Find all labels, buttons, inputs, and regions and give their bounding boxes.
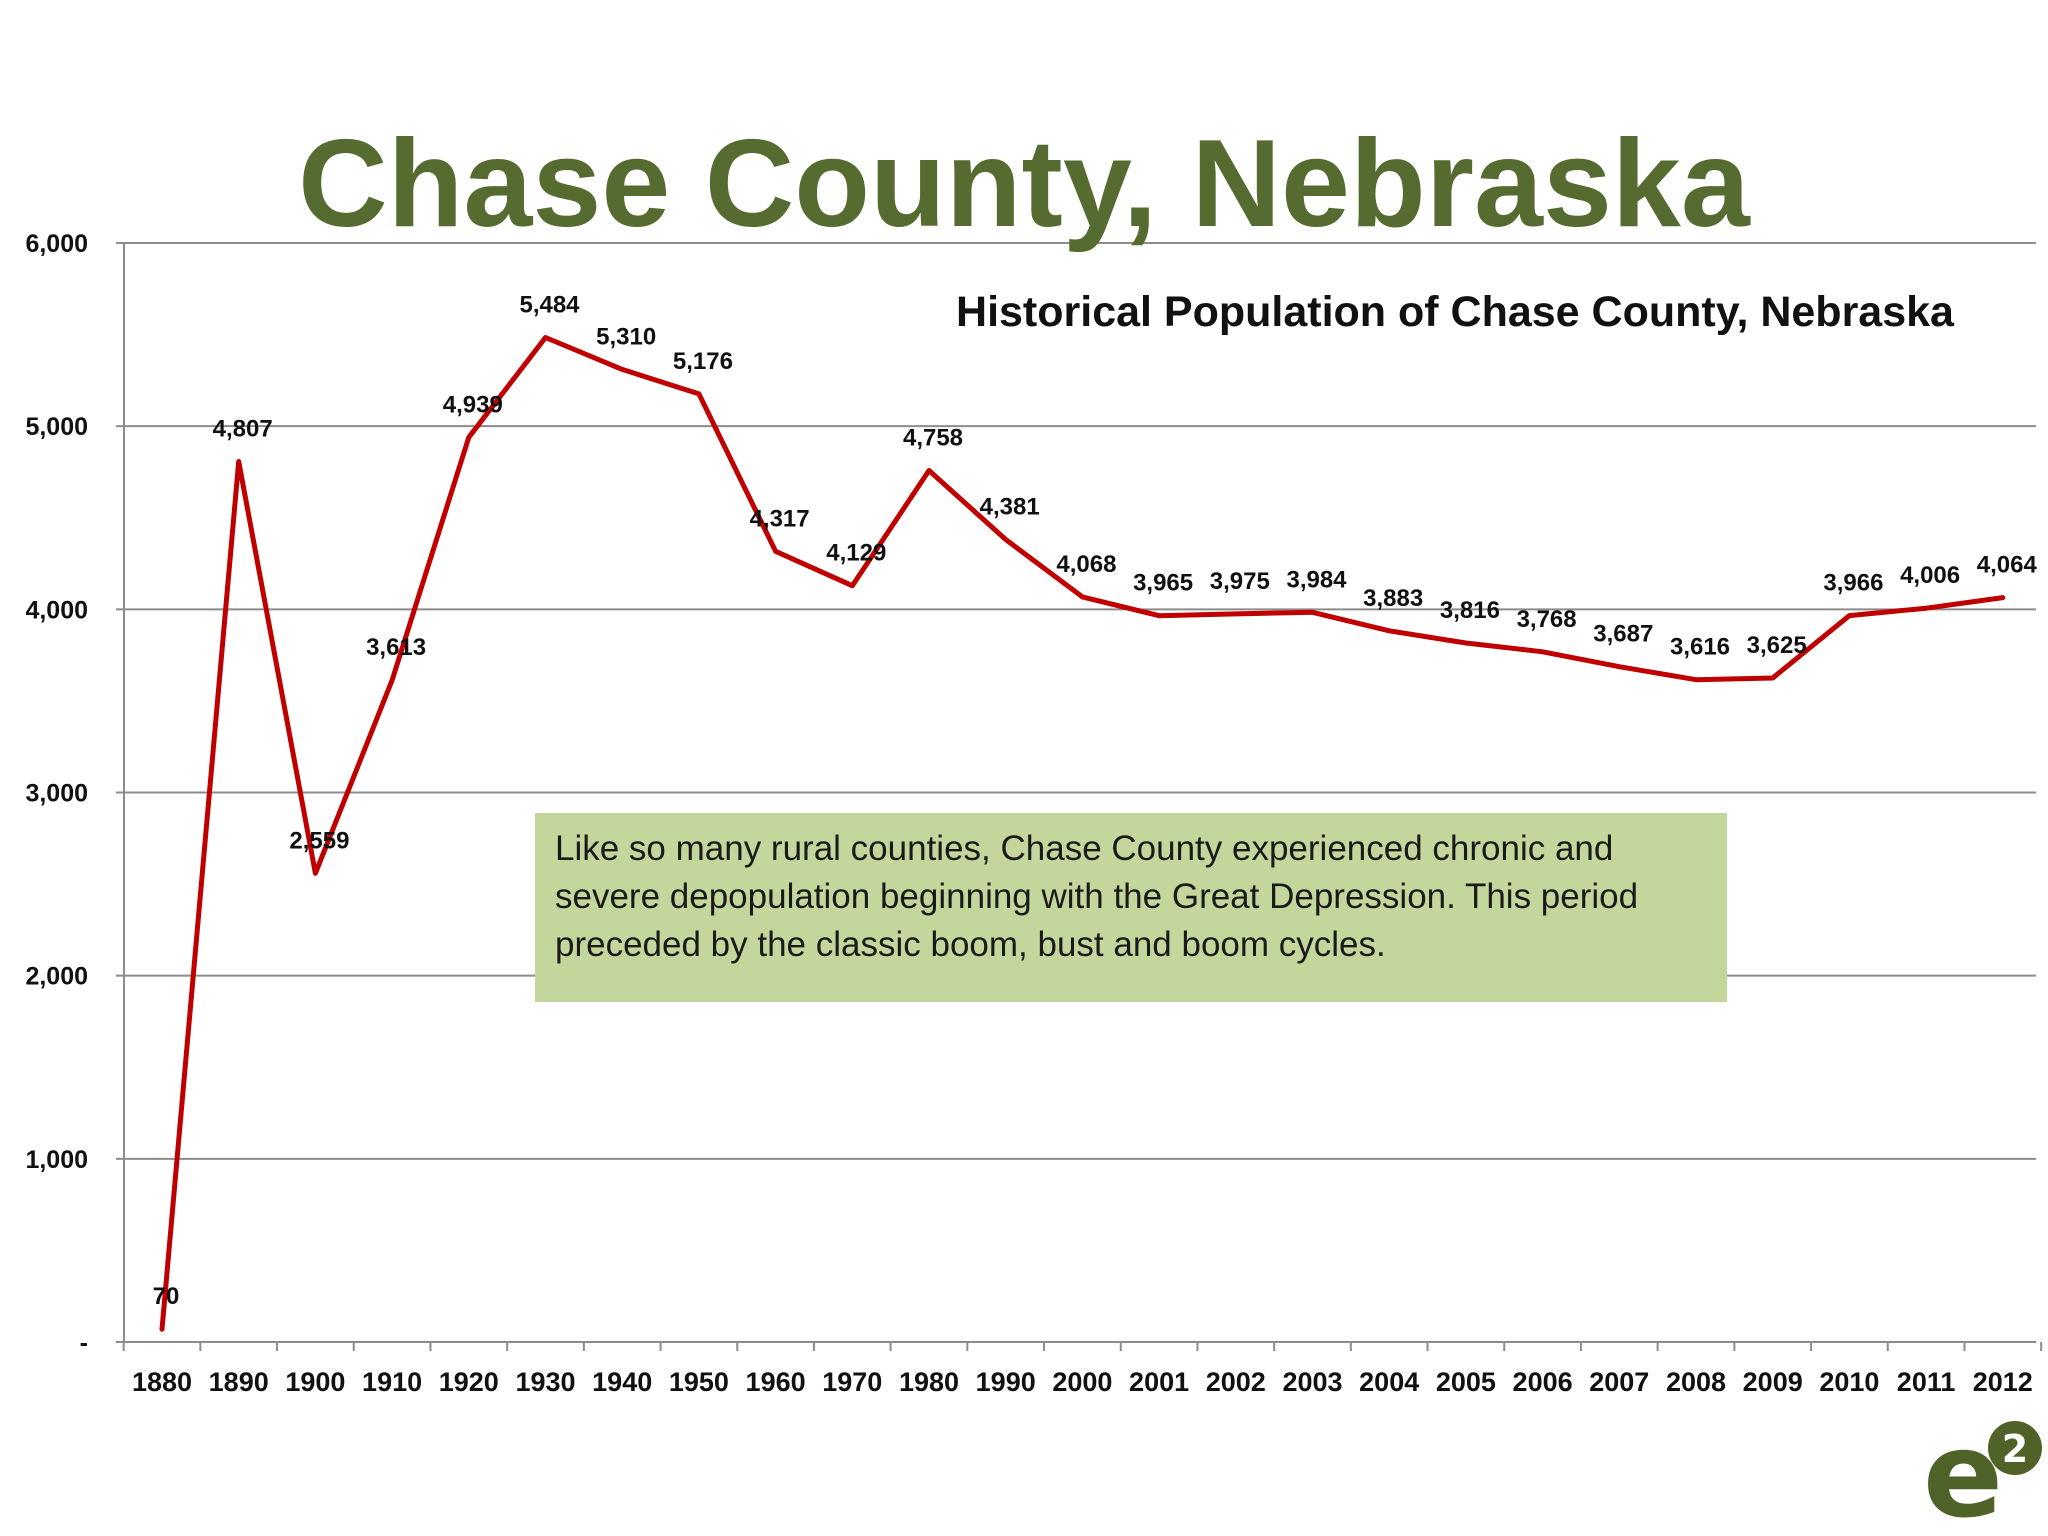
x-tick-label: 1930 [515, 1367, 575, 1397]
data-label: 4,807 [213, 416, 273, 443]
x-tick-label: 1880 [132, 1367, 192, 1397]
y-tick-label: 4,000 [25, 596, 88, 624]
x-tick-label: 2012 [1973, 1367, 2033, 1397]
data-label: 2,559 [289, 827, 349, 854]
data-label: 4,381 [980, 494, 1040, 521]
data-label: 4,939 [443, 391, 503, 418]
e2-logo: e 2 [1923, 1418, 2042, 1533]
y-tick-label: - [80, 1329, 88, 1357]
data-label: 3,966 [1823, 570, 1883, 597]
x-tick-label: 2007 [1589, 1367, 1649, 1397]
gridlines [124, 242, 2036, 1160]
x-tick-label: 1980 [899, 1367, 959, 1397]
x-tick-label: 2006 [1513, 1367, 1573, 1397]
x-tick-label: 1940 [592, 1367, 652, 1397]
x-tick-label: 1960 [746, 1367, 806, 1397]
data-label: 5,310 [596, 323, 656, 350]
data-label: 3,613 [366, 634, 426, 661]
x-tick-label: 2001 [1129, 1367, 1189, 1397]
data-label: 3,616 [1670, 634, 1730, 661]
x-tick-label: 1950 [669, 1367, 729, 1397]
x-tick-label: 2011 [1897, 1367, 1956, 1397]
y-tick-label: 1,000 [25, 1146, 88, 1174]
x-tick-label: 2005 [1436, 1367, 1496, 1397]
slide-title: Chase County, Nebraska [298, 115, 1750, 253]
x-tick-label: 1970 [822, 1367, 882, 1397]
data-label: 3,975 [1210, 568, 1270, 595]
data-label: 4,129 [826, 540, 886, 567]
data-label: 3,816 [1440, 597, 1500, 624]
x-tick-label: 1890 [209, 1367, 269, 1397]
x-tick-label: 1990 [976, 1367, 1036, 1397]
data-label: 4,006 [1900, 562, 1960, 589]
data-label: 5,484 [519, 292, 580, 319]
axes [116, 242, 2043, 1351]
y-tick-label: 5,000 [25, 413, 88, 441]
x-tick-label: 2003 [1282, 1367, 1342, 1397]
data-label: 3,883 [1363, 585, 1423, 612]
x-tick-labels: 1880 1890 1900 1910 1920 1930 1940 1950 1960 1970… [132, 1367, 2033, 1397]
data-label: 3,768 [1517, 606, 1577, 633]
data-label: 5,176 [673, 348, 733, 375]
chart-title: Historical Population of Chase County, N… [956, 288, 1955, 336]
x-tick-label: 1910 [362, 1367, 422, 1397]
x-tick-label: 2008 [1666, 1367, 1726, 1397]
data-label: 4,068 [1056, 551, 1116, 578]
data-label: 3,984 [1286, 566, 1347, 593]
data-label: 3,687 [1593, 621, 1653, 648]
callout-box: Like so many rural counties, Chase Count… [535, 813, 1727, 1002]
data-labels: 70 4,807 2,559 3,613 4,939 5,484 5,310 5,176 4,3… [153, 292, 2038, 1311]
data-label: 3,625 [1747, 632, 1807, 659]
logo-circle [1988, 1421, 2042, 1475]
logo-letter: e [1923, 1418, 2003, 1533]
data-label: 4,758 [903, 424, 963, 451]
x-tick-label: 2010 [1819, 1367, 1879, 1397]
x-tick-label: 2000 [1052, 1367, 1112, 1397]
x-tick-label: 2004 [1359, 1367, 1419, 1397]
x-tick-label: 2002 [1206, 1367, 1266, 1397]
data-label: 4,064 [1977, 552, 2038, 579]
series-line-population [159, 335, 2006, 1332]
data-label: 4,317 [750, 505, 810, 532]
data-label: 70 [153, 1283, 180, 1310]
x-tick-label: 1920 [439, 1367, 499, 1397]
data-label: 3,965 [1133, 570, 1193, 597]
y-tick-label: 6,000 [25, 230, 88, 258]
y-tick-label: 3,000 [25, 780, 88, 808]
x-tick-label: 1900 [285, 1367, 345, 1397]
y-tick-labels: - 1,000 2,000 3,000 4,000 5,000 6,000 [25, 230, 88, 1357]
logo-superscript: 2 [2002, 1427, 2028, 1471]
callout-text: Like so many rural counties, Chase Count… [555, 829, 1639, 964]
x-tick-label: 2009 [1743, 1367, 1803, 1397]
y-tick-label: 2,000 [25, 963, 88, 991]
